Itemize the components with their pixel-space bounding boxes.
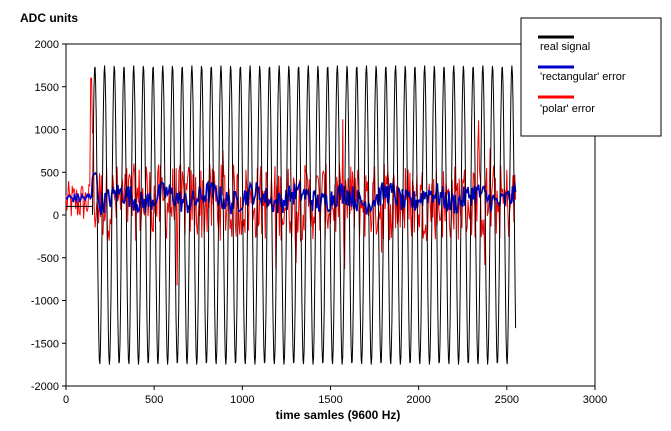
legend: real signal 'rectangular' error 'polar' … [520,17,662,137]
x-tick-label: 3000 [583,394,607,406]
axis-ticks: 2000 1500 1000 500 0 -500 -1000 -1500 -2000 0 500 1… [31,39,607,406]
x-axis-title: time samles (9600 Hz) [276,408,401,422]
y-tick-label: 1000 [35,125,59,137]
series-layer [65,65,517,365]
y-axis-title: ADC units [20,11,78,25]
y-tick-label: 0 [53,210,59,222]
y-tick-label: -1500 [31,338,59,350]
y-tick-label: -1000 [31,296,59,308]
x-tick-label: 1000 [230,394,254,406]
legend-label-rectangular-error: 'rectangular' error [540,71,626,83]
y-tick-label: 1500 [35,82,59,94]
y-tick-label: 500 [41,167,59,179]
legend-label-real-signal: real signal [540,41,590,53]
legend-label-polar-error: 'polar' error [540,103,595,115]
x-tick-label: 500 [145,394,163,406]
y-tick-label: -500 [37,253,59,265]
y-tick-label: -2000 [31,381,59,393]
x-tick-label: 2000 [406,394,430,406]
x-tick-label: 2500 [495,394,519,406]
x-tick-label: 1500 [318,394,342,406]
series-line-real-signal [66,65,517,365]
y-tick-label: 2000 [35,39,59,51]
x-tick-label: 0 [63,394,69,406]
